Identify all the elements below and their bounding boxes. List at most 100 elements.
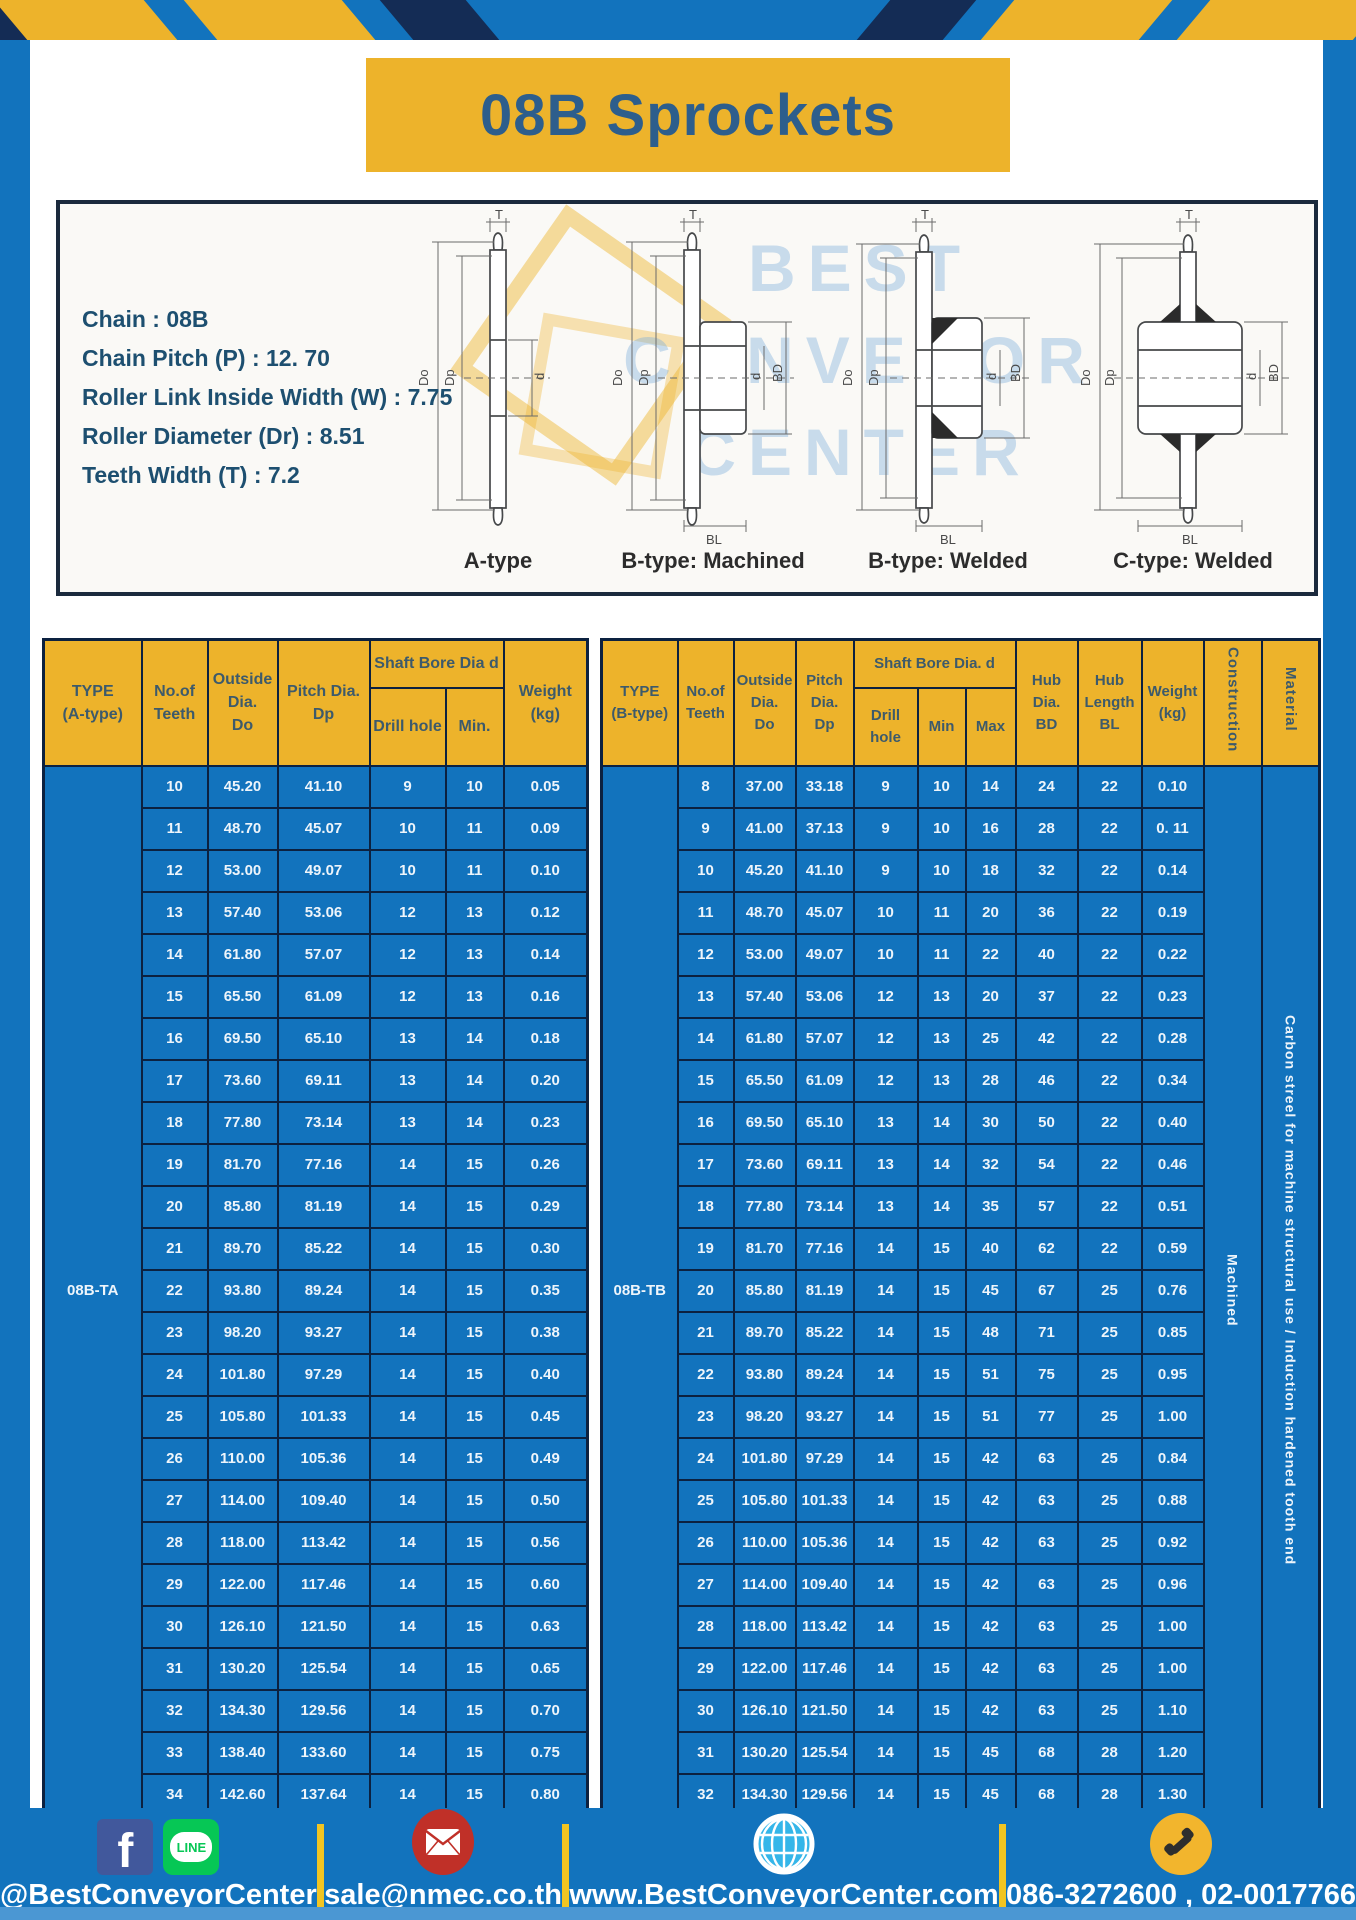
data-cell: 15 bbox=[916, 1646, 967, 1691]
table-row: 12 53.00 49.07 10 11 0.10 bbox=[44, 848, 589, 893]
svg-text:Do: Do bbox=[1078, 369, 1093, 386]
data-cell: 13 bbox=[444, 932, 505, 977]
data-cell: 21 bbox=[140, 1226, 209, 1271]
data-cell: 65.50 bbox=[206, 974, 279, 1019]
spec-line: Roller Link Inside Width (W) : 7.75 bbox=[82, 384, 453, 410]
data-cell: 12 bbox=[852, 1016, 919, 1061]
facebook-glyph: f bbox=[117, 1825, 134, 1875]
data-cell: 42 bbox=[964, 1520, 1017, 1565]
data-cell: 14 bbox=[368, 1520, 447, 1565]
col-header-min: Min bbox=[916, 686, 967, 767]
data-cell: 85.22 bbox=[794, 1310, 855, 1355]
spec-line: Chain Pitch (P) : 12. 70 bbox=[82, 345, 330, 371]
data-cell: 18 bbox=[140, 1100, 209, 1145]
col-header-hub-dia: Hub Dia. BD bbox=[1014, 638, 1079, 767]
footer-divider bbox=[316, 1824, 325, 1910]
data-cell: 22 bbox=[1076, 890, 1143, 935]
data-cell: 89.24 bbox=[276, 1268, 371, 1313]
data-cell: 13 bbox=[852, 1142, 919, 1187]
data-cell: 15 bbox=[676, 1058, 735, 1103]
data-cell: 25 bbox=[1076, 1310, 1143, 1355]
data-cell: 10 bbox=[140, 764, 209, 809]
diagram-caption: B-type: Machined bbox=[621, 548, 805, 573]
data-cell: 48.70 bbox=[732, 890, 797, 935]
data-cell: 13 bbox=[852, 1100, 919, 1145]
data-cell: 14 bbox=[368, 1268, 447, 1313]
table-row: 33 138.40 133.60 14 15 0.75 bbox=[44, 1730, 589, 1775]
data-cell: 15 bbox=[916, 1226, 967, 1271]
table-row: 12 53.00 49.07 10 11 22 40 22 0.22 bbox=[602, 932, 1320, 977]
data-cell: 32 bbox=[964, 1142, 1017, 1187]
data-cell: 46 bbox=[1014, 1058, 1079, 1103]
footer-contact-bar: f LINE @BestConveyorCenter sale@nmec.co.… bbox=[0, 1808, 1356, 1920]
data-cell: 40 bbox=[1014, 932, 1079, 977]
data-cell: 0.20 bbox=[502, 1058, 589, 1103]
data-cell: 25 bbox=[1076, 1520, 1143, 1565]
header-stripe bbox=[0, 0, 179, 40]
data-cell: 130.20 bbox=[732, 1730, 797, 1775]
table-row: 23 98.20 93.27 14 15 51 77 25 1.00 bbox=[602, 1394, 1320, 1439]
data-cell: 14 bbox=[852, 1604, 919, 1649]
data-cell: 69.11 bbox=[794, 1142, 855, 1187]
data-cell: 0.50 bbox=[502, 1478, 589, 1523]
data-cell: 14 bbox=[852, 1226, 919, 1271]
data-cell: 12 bbox=[368, 974, 447, 1019]
data-cell: 121.50 bbox=[794, 1688, 855, 1733]
data-cell: 12 bbox=[368, 890, 447, 935]
data-cell: 15 bbox=[916, 1478, 967, 1523]
data-cell: 1.00 bbox=[1140, 1394, 1205, 1439]
col-header-pitch-dia: Pitch Dia. Dp bbox=[794, 638, 855, 767]
footer-email-section: sale@nmec.co.th bbox=[324, 1809, 562, 1920]
data-cell: 0.49 bbox=[502, 1436, 589, 1481]
table-row: 27 114.00 109.40 14 15 42 63 25 0.96 bbox=[602, 1562, 1320, 1607]
data-cell: 22 bbox=[140, 1268, 209, 1313]
data-cell: 36 bbox=[1014, 890, 1079, 935]
table-row: 23 98.20 93.27 14 15 0.38 bbox=[44, 1310, 589, 1355]
data-cell: 85.80 bbox=[732, 1268, 797, 1313]
construction-cell: Machined bbox=[1202, 764, 1263, 1817]
data-cell: 45 bbox=[964, 1268, 1017, 1313]
data-cell: 105.80 bbox=[732, 1478, 797, 1523]
data-cell: 15 bbox=[444, 1142, 505, 1187]
data-cell: 98.20 bbox=[732, 1394, 797, 1439]
data-cell: 22 bbox=[1076, 806, 1143, 851]
table-a-type: TYPE (A-type) No.of Teeth Outside Dia. D… bbox=[42, 638, 589, 1818]
data-cell: 9 bbox=[852, 764, 919, 809]
data-cell: 117.46 bbox=[794, 1646, 855, 1691]
data-cell: 10 bbox=[368, 806, 447, 851]
data-cell: 41.00 bbox=[732, 806, 797, 851]
data-cell: 17 bbox=[140, 1058, 209, 1103]
data-cell: 14 bbox=[852, 1478, 919, 1523]
data-cell: 30 bbox=[140, 1604, 209, 1649]
data-cell: 14 bbox=[368, 1688, 447, 1733]
data-cell: 14 bbox=[368, 1394, 447, 1439]
data-cell: 13 bbox=[368, 1016, 447, 1061]
data-cell: 15 bbox=[444, 1436, 505, 1481]
data-cell: 16 bbox=[140, 1016, 209, 1061]
data-cell: 0.14 bbox=[1140, 848, 1205, 893]
data-cell: 28 bbox=[1076, 1730, 1143, 1775]
data-cell: 25 bbox=[1076, 1478, 1143, 1523]
data-cell: 42 bbox=[964, 1562, 1017, 1607]
table-row: 18 77.80 73.14 13 14 35 57 22 0.51 bbox=[602, 1184, 1320, 1229]
data-cell: 0.75 bbox=[502, 1730, 589, 1775]
data-cell: 30 bbox=[964, 1100, 1017, 1145]
data-cell: 42 bbox=[964, 1604, 1017, 1649]
data-cell: 25 bbox=[1076, 1646, 1143, 1691]
data-cell: 118.00 bbox=[732, 1604, 797, 1649]
data-cell: 26 bbox=[676, 1520, 735, 1565]
sprocket-diagram-b-welded: T Do Dp d bbox=[828, 210, 1068, 582]
data-cell: 13 bbox=[140, 890, 209, 935]
data-cell: 93.27 bbox=[794, 1394, 855, 1439]
data-cell: 0.40 bbox=[1140, 1100, 1205, 1145]
data-cell: 133.60 bbox=[276, 1730, 371, 1775]
data-cell: 0.40 bbox=[502, 1352, 589, 1397]
data-cell: 22 bbox=[1076, 1100, 1143, 1145]
data-cell: 29 bbox=[676, 1646, 735, 1691]
data-cell: 16 bbox=[964, 806, 1017, 851]
data-cell: 113.42 bbox=[794, 1604, 855, 1649]
data-cell: 42 bbox=[964, 1646, 1017, 1691]
data-cell: 22 bbox=[1076, 1058, 1143, 1103]
data-cell: 14 bbox=[916, 1142, 967, 1187]
sprocket-diagram-c-welded: T Do Dp bbox=[1068, 210, 1314, 582]
